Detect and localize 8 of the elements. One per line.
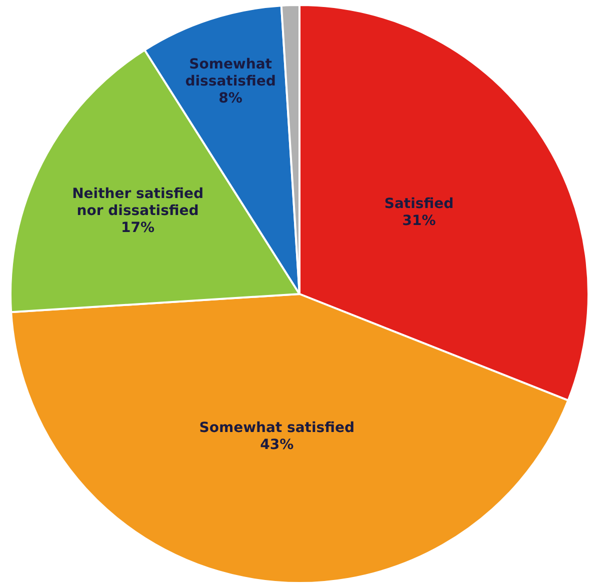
data-label: 43%	[260, 436, 294, 453]
data-label: 31%	[402, 212, 436, 229]
data-label: 8%	[218, 90, 242, 106]
slice-label: Somewhat dissatisfied	[185, 56, 276, 90]
data-label: 17%	[121, 220, 155, 236]
slice-label: Satisfied	[384, 196, 454, 212]
slice-label: Neither satisfied nor dissatisfied	[72, 186, 204, 220]
slice-label: Somewhat satisfied	[199, 420, 354, 436]
